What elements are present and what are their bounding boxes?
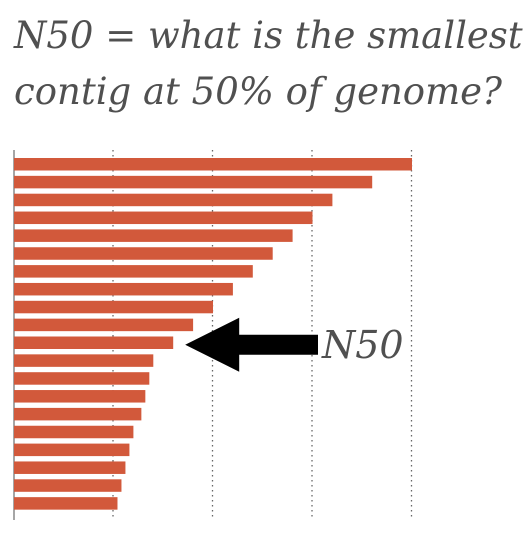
bar-5 (14, 229, 293, 242)
annotation-layer: N50 (185, 317, 404, 372)
bar-17 (14, 443, 130, 457)
chart-title: N50 = what is the smallest contig at 50%… (14, 8, 524, 120)
bar-7 (14, 265, 253, 278)
chart-title-line-1: N50 = what is the smallest (14, 14, 523, 57)
bar-series (14, 158, 412, 510)
bar-1 (14, 158, 412, 171)
bar-16 (14, 425, 134, 439)
bar-20 (14, 497, 118, 510)
bar-14 (14, 390, 146, 403)
bar-8 (14, 282, 233, 296)
bar-11 (14, 336, 174, 349)
bar-13 (14, 372, 150, 385)
bar-12 (14, 354, 154, 367)
n50-arrow (185, 317, 318, 372)
bar-10 (14, 318, 194, 332)
bar-2 (14, 175, 373, 189)
bar-15 (14, 407, 142, 421)
chart-title-line-2: contig at 50% of genome? (14, 70, 502, 113)
bar-9 (14, 300, 213, 314)
bar-4 (14, 211, 313, 225)
n50-label: N50 (321, 323, 404, 367)
bar-18 (14, 461, 126, 474)
bar-19 (14, 479, 122, 492)
bar-6 (14, 247, 273, 260)
bar-3 (14, 193, 333, 207)
